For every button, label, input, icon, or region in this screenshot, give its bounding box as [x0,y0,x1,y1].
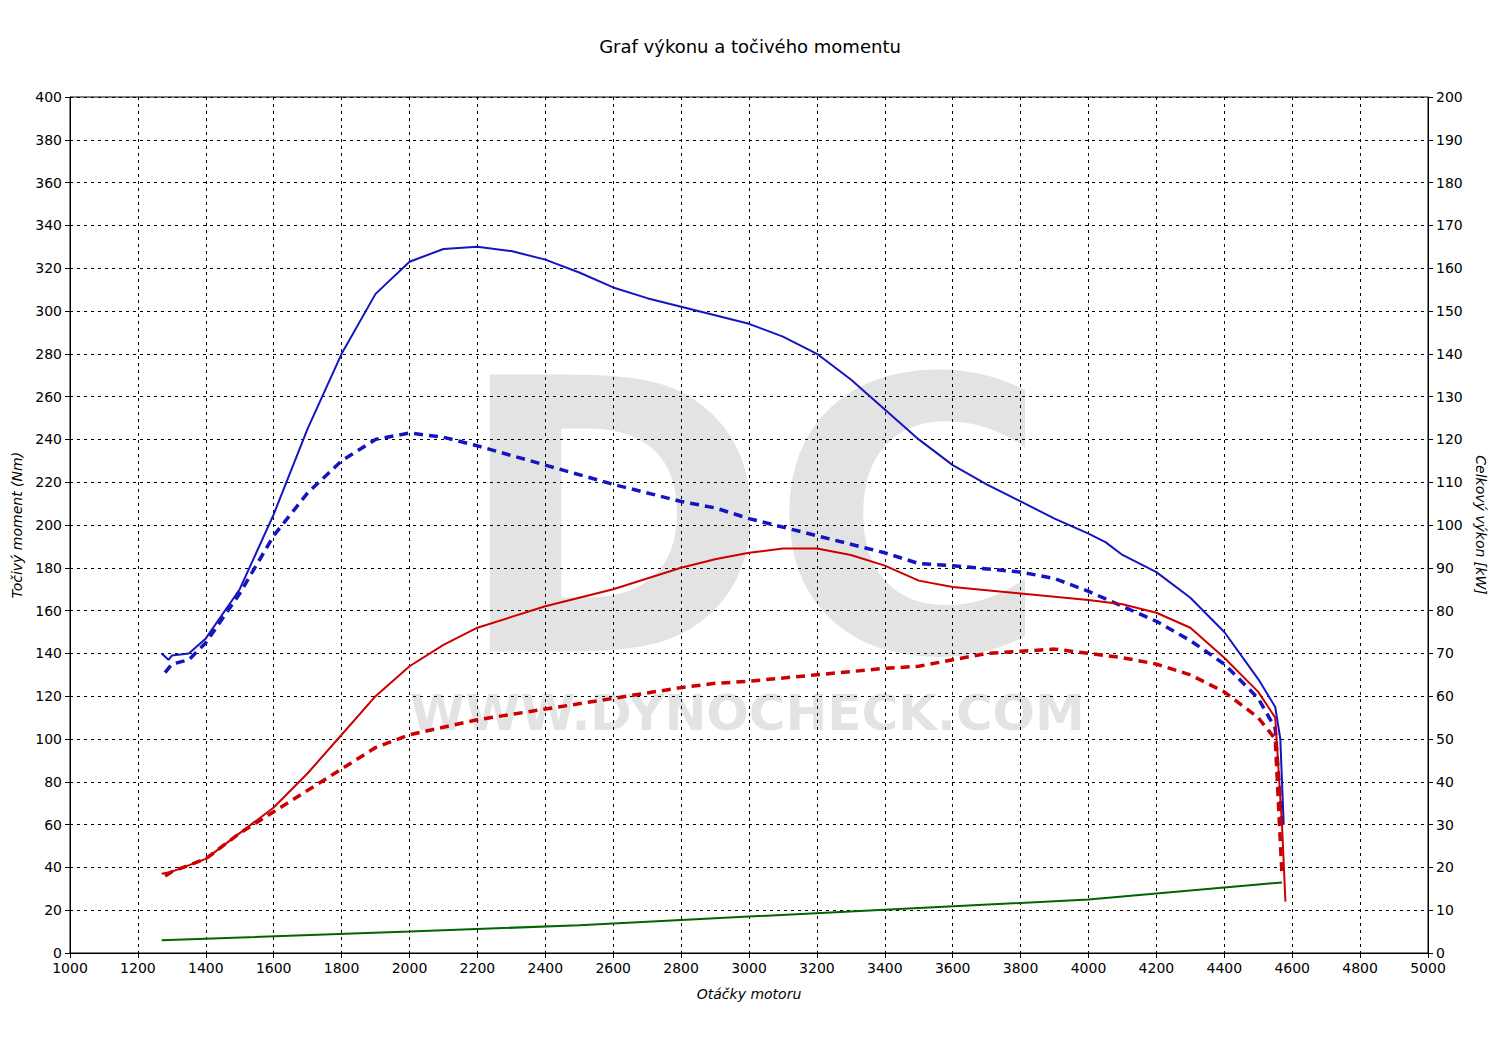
svg-text:130: 130 [1436,389,1463,405]
svg-text:3200: 3200 [799,960,835,976]
svg-text:20: 20 [44,902,62,918]
svg-text:1400: 1400 [188,960,224,976]
svg-text:2800: 2800 [663,960,699,976]
svg-text:Graf výkonu a točivého momentu: Graf výkonu a točivého momentu [599,36,901,57]
svg-text:30: 30 [1436,817,1454,833]
svg-text:10: 10 [1436,902,1454,918]
svg-text:110: 110 [1436,474,1463,490]
svg-text:100: 100 [1436,517,1463,533]
svg-text:140: 140 [1436,346,1463,362]
svg-text:4000: 4000 [1071,960,1107,976]
svg-text:160: 160 [35,603,62,619]
svg-text:Otáčky motoru: Otáčky motoru [697,986,802,1002]
svg-text:2400: 2400 [527,960,563,976]
svg-text:240: 240 [35,431,62,447]
svg-text:3000: 3000 [731,960,767,976]
svg-text:80: 80 [44,774,62,790]
svg-text:190: 190 [1436,132,1463,148]
svg-text:Točivý moment (Nm): Točivý moment (Nm) [9,452,25,598]
svg-text:4600: 4600 [1274,960,1310,976]
svg-text:140: 140 [35,645,62,661]
svg-text:180: 180 [1436,175,1463,191]
svg-text:320: 320 [35,260,62,276]
svg-text:WWW.DYNOCHECK.COM: WWW.DYNOCHECK.COM [410,684,1085,742]
svg-text:2200: 2200 [460,960,496,976]
svg-text:1600: 1600 [256,960,292,976]
svg-text:1200: 1200 [120,960,156,976]
svg-text:60: 60 [44,817,62,833]
svg-text:50: 50 [1436,731,1454,747]
svg-text:200: 200 [1436,89,1463,105]
svg-text:Celkový výkon [kW]: Celkový výkon [kW] [1473,455,1489,594]
svg-text:60: 60 [1436,688,1454,704]
svg-text:170: 170 [1436,217,1463,233]
svg-text:4800: 4800 [1342,960,1378,976]
svg-text:2000: 2000 [392,960,428,976]
svg-text:4400: 4400 [1206,960,1242,976]
svg-text:2600: 2600 [595,960,631,976]
svg-text:0: 0 [53,945,62,961]
svg-text:180: 180 [35,560,62,576]
svg-text:360: 360 [35,175,62,191]
svg-text:80: 80 [1436,603,1454,619]
svg-text:260: 260 [35,389,62,405]
svg-text:20: 20 [1436,859,1454,875]
svg-text:40: 40 [44,859,62,875]
svg-text:280: 280 [35,346,62,362]
svg-text:4200: 4200 [1139,960,1175,976]
svg-text:120: 120 [35,688,62,704]
svg-text:220: 220 [35,474,62,490]
svg-text:100: 100 [35,731,62,747]
svg-text:340: 340 [35,217,62,233]
svg-text:5000: 5000 [1410,960,1446,976]
svg-text:3800: 3800 [1003,960,1039,976]
svg-text:150: 150 [1436,303,1463,319]
svg-text:3400: 3400 [867,960,903,976]
svg-text:300: 300 [35,303,62,319]
svg-text:DC: DC [455,298,1050,742]
svg-text:3600: 3600 [935,960,971,976]
svg-text:120: 120 [1436,431,1463,447]
svg-text:40: 40 [1436,774,1454,790]
svg-text:380: 380 [35,132,62,148]
svg-text:70: 70 [1436,645,1454,661]
svg-text:400: 400 [35,89,62,105]
svg-text:1800: 1800 [324,960,360,976]
svg-text:0: 0 [1436,945,1445,961]
svg-text:200: 200 [35,517,62,533]
svg-text:1000: 1000 [52,960,88,976]
svg-text:160: 160 [1436,260,1463,276]
svg-text:90: 90 [1436,560,1454,576]
